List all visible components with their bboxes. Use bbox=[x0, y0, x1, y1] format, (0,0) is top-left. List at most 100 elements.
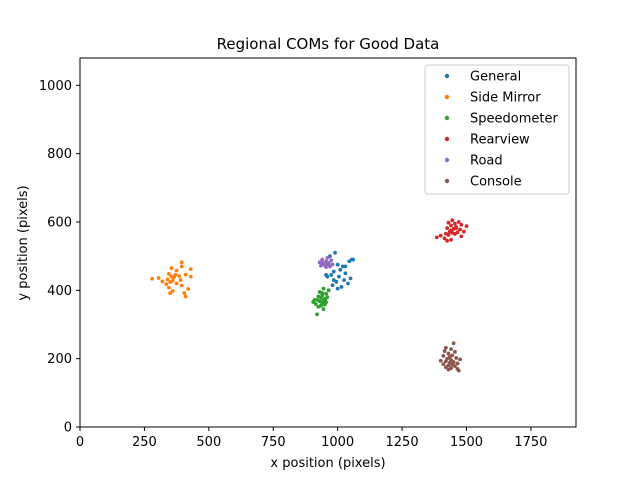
legend-label: Console bbox=[470, 175, 522, 190]
point-speedometer bbox=[324, 291, 328, 296]
point-speedometer bbox=[319, 295, 323, 300]
point-general bbox=[346, 281, 350, 286]
x-tick-label: 750 bbox=[261, 435, 286, 450]
point-side-mirror bbox=[188, 267, 193, 272]
point-side-mirror bbox=[169, 274, 174, 279]
point-speedometer bbox=[326, 288, 331, 293]
point-console bbox=[441, 362, 446, 367]
point-side-mirror bbox=[182, 291, 187, 295]
point-rearview bbox=[446, 220, 451, 225]
legend-marker bbox=[444, 94, 450, 100]
point-side-mirror bbox=[186, 287, 191, 291]
x-tick-label: 250 bbox=[132, 435, 157, 450]
point-road bbox=[325, 255, 330, 260]
point-rearview bbox=[445, 226, 450, 231]
point-rearview bbox=[438, 233, 443, 238]
point-rearview bbox=[446, 233, 451, 237]
point-road bbox=[317, 260, 322, 265]
legend-label: Side Mirror bbox=[470, 91, 541, 106]
point-side-mirror bbox=[166, 272, 171, 276]
chart-legend: General Side Mirror Speedometer Rearview Roa… bbox=[424, 64, 570, 195]
point-general bbox=[331, 278, 336, 282]
x-tick-label: 1500 bbox=[450, 435, 483, 450]
point-road bbox=[324, 265, 328, 269]
point-side-mirror bbox=[166, 285, 171, 290]
point-road bbox=[320, 257, 325, 262]
point-general bbox=[338, 267, 343, 272]
y-tick-label: 1000 bbox=[39, 79, 72, 94]
point-speedometer bbox=[317, 299, 322, 304]
x-tick-label: 1250 bbox=[386, 435, 419, 450]
point-general bbox=[335, 286, 340, 291]
point-general bbox=[335, 262, 340, 267]
point-console bbox=[458, 357, 462, 362]
point-general bbox=[337, 274, 341, 279]
point-side-mirror bbox=[165, 277, 170, 282]
point-general bbox=[339, 285, 344, 289]
point-speedometer bbox=[321, 286, 326, 291]
point-rearview bbox=[449, 223, 453, 228]
point-console bbox=[442, 349, 447, 354]
point-rearview bbox=[456, 220, 461, 224]
point-console bbox=[454, 356, 459, 360]
point-side-mirror bbox=[183, 272, 188, 277]
point-speedometer bbox=[322, 302, 327, 307]
point-rearview bbox=[452, 232, 457, 236]
legend-marker bbox=[444, 115, 450, 121]
point-side-mirror bbox=[150, 276, 155, 281]
point-general bbox=[329, 273, 334, 277]
chart-title: Regional COMs for Good Data bbox=[217, 35, 440, 53]
x-tick-label: 0 bbox=[76, 435, 84, 450]
point-console bbox=[452, 364, 457, 369]
point-side-mirror bbox=[174, 268, 179, 273]
point-side-mirror bbox=[170, 289, 175, 293]
point-side-mirror bbox=[160, 279, 165, 284]
point-console bbox=[443, 345, 448, 350]
point-road bbox=[325, 262, 330, 267]
point-console bbox=[446, 367, 451, 372]
point-side-mirror bbox=[168, 291, 173, 295]
point-console bbox=[449, 347, 453, 351]
point-speedometer bbox=[323, 298, 328, 302]
legend-label: Rearview bbox=[470, 133, 530, 148]
legend-label: General bbox=[470, 70, 521, 85]
legend-label: Speedometer bbox=[470, 112, 558, 127]
point-console bbox=[443, 359, 448, 364]
point-general bbox=[348, 276, 353, 281]
point-console bbox=[452, 349, 457, 354]
point-side-mirror bbox=[179, 260, 184, 265]
point-speedometer bbox=[315, 312, 319, 317]
y-tick-label: 200 bbox=[47, 352, 72, 367]
plot-frame bbox=[79, 57, 577, 428]
point-rearview bbox=[459, 234, 464, 239]
point-general bbox=[333, 250, 337, 255]
point-general bbox=[324, 273, 328, 277]
point-rearview bbox=[464, 224, 469, 229]
point-road bbox=[319, 263, 323, 268]
x-axis-ticks: 0 250 500 750 1000 1250 1500 1750 bbox=[76, 427, 547, 450]
point-rearview bbox=[459, 222, 464, 227]
legend-marker bbox=[444, 73, 450, 79]
y-tick-label: 0 bbox=[64, 421, 72, 436]
point-console bbox=[443, 365, 448, 370]
y-axis-label: y position (pixels) bbox=[16, 185, 31, 300]
point-road bbox=[329, 258, 334, 263]
point-general bbox=[331, 269, 336, 274]
point-rearview bbox=[449, 237, 453, 242]
point-general bbox=[330, 283, 335, 288]
point-rearview bbox=[452, 221, 457, 226]
point-general bbox=[343, 264, 348, 269]
point-general bbox=[347, 259, 352, 264]
point-general bbox=[343, 271, 348, 276]
point-rearview bbox=[462, 229, 466, 234]
point-side-mirror bbox=[179, 283, 184, 288]
legend-marker bbox=[444, 157, 450, 163]
point-console bbox=[438, 358, 443, 363]
point-general bbox=[351, 257, 356, 262]
x-axis-label: x position (pixels) bbox=[270, 456, 385, 471]
point-rearview bbox=[442, 236, 447, 241]
point-speedometer bbox=[316, 304, 321, 309]
point-speedometer bbox=[313, 302, 318, 306]
legend-box bbox=[424, 64, 570, 195]
